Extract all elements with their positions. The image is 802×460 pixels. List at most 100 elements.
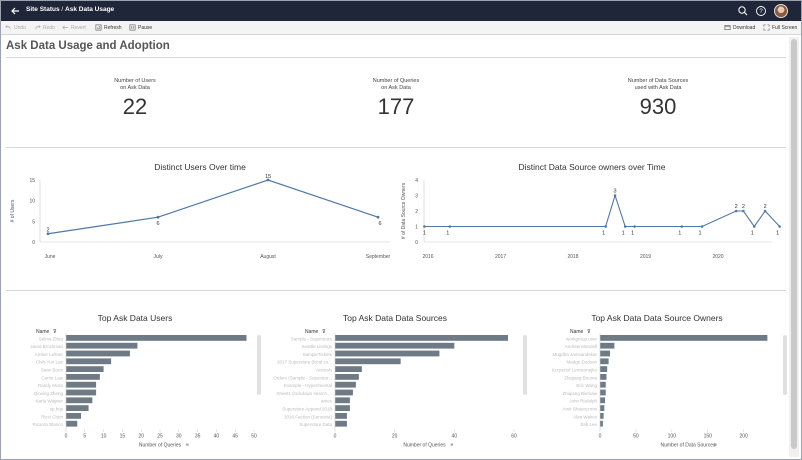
kpi-queries-value: 177 — [377, 94, 415, 119]
category-label: Example - Hyper/mental — [284, 383, 332, 388]
x-tick-label: 50 — [251, 434, 257, 440]
bar — [66, 397, 93, 404]
x-tick-label: September — [366, 254, 391, 260]
bar — [600, 342, 615, 349]
category-label: 2016 Faction (Sensoria) — [284, 414, 333, 419]
help-icon[interactable]: ? — [755, 5, 767, 17]
data-label: 15 — [265, 174, 271, 180]
divider — [6, 57, 786, 58]
data-label: 2 — [764, 204, 767, 210]
bar — [335, 413, 347, 419]
pause-button[interactable]: Pause — [129, 24, 152, 31]
full-screen-label: Full Screen — [772, 24, 798, 31]
x-tick-label: 100 — [668, 434, 677, 440]
redo-label: Redo — [43, 24, 55, 31]
full-screen-icon — [763, 24, 770, 31]
refresh-label: Refresh — [104, 24, 122, 31]
x-tick-label: 50 — [633, 434, 639, 440]
category-label: sp.hqs — [50, 407, 64, 412]
data-label: 1 — [622, 231, 625, 237]
page-scrollbar-thumb[interactable] — [791, 39, 797, 449]
full-screen-button[interactable]: Full Screen — [763, 24, 797, 31]
undo-icon — [5, 25, 11, 30]
redo-button[interactable]: Redo — [34, 24, 55, 31]
column-header-name: Name — [305, 329, 319, 335]
bar — [66, 405, 89, 411]
bar — [600, 358, 609, 365]
category-label: Andrew Mandell — [565, 344, 597, 349]
category-label: Superstore Data — [299, 422, 332, 427]
bar — [600, 389, 606, 396]
category-label: Erik Lee — [580, 422, 597, 427]
download-icon — [724, 25, 731, 30]
category-label: Eric Wang — [576, 383, 597, 388]
back-arrow-icon[interactable] — [9, 4, 23, 18]
data-label: 6 — [378, 221, 381, 227]
data-point — [742, 209, 745, 213]
data-label: 1 — [446, 231, 449, 237]
breadcrumb-site[interactable]: Site Status — [26, 6, 60, 13]
top-owners-scrollbar[interactable] — [783, 335, 787, 395]
bar — [66, 381, 97, 388]
data-point — [763, 209, 767, 213]
bar — [600, 374, 607, 380]
category-label: Chih-Yun Lee — [36, 360, 64, 365]
category-label: Amir Bhaurezmin — [562, 407, 597, 412]
category-label: Orders (Sample - Superstor... — [273, 375, 332, 380]
category-label: Randy Moss — [38, 383, 64, 388]
x-tick-label: 2017 — [495, 254, 506, 260]
download-button[interactable]: Download — [724, 24, 755, 31]
bar — [335, 350, 440, 357]
x-tick-label: 25 — [157, 434, 163, 440]
top-users-scrollbar[interactable] — [257, 335, 261, 395]
filter-icon: ⊽ — [587, 329, 591, 335]
bar — [335, 335, 509, 341]
refresh-button[interactable]: Refresh — [95, 24, 122, 31]
bar — [335, 374, 359, 380]
series-line — [424, 193, 781, 228]
revert-icon — [62, 25, 69, 30]
bar — [335, 420, 347, 427]
x-tick-label: 10 — [101, 434, 107, 440]
kpi-users-label-1: Number of Users — [114, 78, 156, 84]
refresh-icon — [95, 24, 102, 31]
x-tick-label: 5 — [83, 434, 86, 440]
x-tick-label: 0 — [334, 434, 337, 440]
data-label: 2 — [742, 204, 745, 210]
kpi-users-value: 22 — [122, 94, 148, 119]
revert-button[interactable]: Revert — [62, 24, 86, 31]
category-label: workgroup.user — [566, 336, 598, 341]
x-axis-label: Number of Queries — [403, 443, 446, 449]
page-scrollbar[interactable] — [789, 37, 799, 457]
bar — [335, 366, 362, 372]
owners-over-time-title: Distinct Data Source owners over Time — [518, 162, 666, 172]
x-tick-label: 40 — [214, 434, 220, 440]
bar — [600, 366, 608, 372]
x-tick-label: July — [154, 254, 163, 260]
bar — [335, 358, 401, 365]
breadcrumb-page: Ask Data Usage — [65, 6, 115, 13]
x-tick-label: 2018 — [567, 254, 578, 260]
divider — [6, 290, 786, 291]
x-axis-label: Number of Data Sources — [660, 443, 716, 449]
search-icon[interactable] — [737, 5, 749, 17]
bar — [66, 335, 247, 341]
bar — [66, 350, 130, 357]
data-point — [376, 215, 380, 219]
y-tick-label: 0 — [415, 240, 418, 246]
data-point — [156, 215, 160, 219]
kpi-data-sources-label-2: used with Ask Data — [634, 85, 682, 91]
divider — [6, 147, 786, 148]
top-data-sources-scrollbar[interactable] — [523, 335, 527, 395]
bar — [335, 405, 350, 411]
top-users-chart: Name ⊽Selma Zhao Jared Brockman Amber Leitn… — [30, 329, 257, 449]
kpi-queries-label-1: Number of Queries — [372, 78, 420, 84]
data-point — [778, 225, 781, 228]
avatar[interactable] — [774, 4, 788, 18]
category-label: Sean Boon — [41, 368, 64, 373]
undo-button[interactable]: Undo — [5, 24, 26, 31]
x-tick-label: 40 — [452, 434, 458, 440]
svg-text:?: ? — [759, 9, 763, 15]
y-tick-label: 5 — [32, 219, 35, 225]
